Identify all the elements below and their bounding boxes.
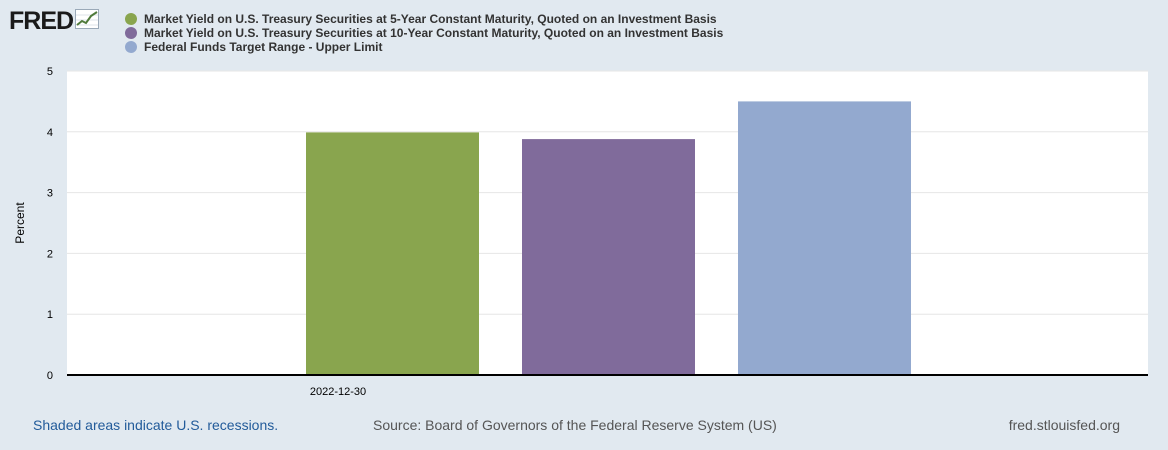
bar-series-3[interactable] [738,101,911,376]
source-note: Source: Board of Governors of the Federa… [373,417,777,433]
y-axis-ticks: 0 1 2 3 4 5 [47,66,53,382]
y-tick-label: 2 [47,248,53,260]
legend-dot-10yr [125,27,137,39]
legend-dot-5yr [125,13,137,25]
chart-legend: Market Yield on U.S. Treasury Securities… [125,12,723,54]
bar-chart: 0 1 2 3 4 5 2022-12-30 Percent [13,66,1148,398]
fred-logo[interactable]: FRED [9,7,100,35]
bar-series-1[interactable] [306,132,479,375]
legend-label-fedfunds: Federal Funds Target Range - Upper Limit [144,40,383,54]
bar-series-2[interactable] [522,139,695,375]
legend-item-fedfunds[interactable]: Federal Funds Target Range - Upper Limit [125,40,723,54]
site-link[interactable]: fred.stlouisfed.org [1008,417,1120,433]
y-axis-label: Percent [13,202,27,244]
legend-item-5yr[interactable]: Market Yield on U.S. Treasury Securities… [125,12,723,26]
bars [306,101,911,376]
legend-item-10yr[interactable]: Market Yield on U.S. Treasury Securities… [125,26,723,40]
fred-logo-text: FRED [9,7,74,35]
x-tick-label: 2022-12-30 [310,386,366,398]
recessions-note[interactable]: Shaded areas indicate U.S. recessions. [33,417,279,433]
legend-label-10yr: Market Yield on U.S. Treasury Securities… [144,26,724,40]
y-tick-label: 1 [47,309,53,321]
trend-chart-icon [75,8,100,34]
y-tick-label: 0 [47,370,53,382]
legend-dot-fedfunds [125,41,137,53]
y-tick-label: 3 [47,188,53,200]
legend-label-5yr: Market Yield on U.S. Treasury Securities… [144,12,717,26]
y-tick-label: 4 [47,127,53,139]
y-tick-label: 5 [47,66,53,78]
